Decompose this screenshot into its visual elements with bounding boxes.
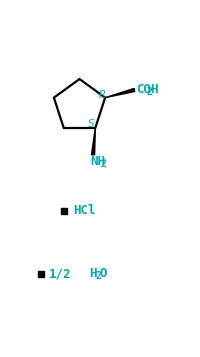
Text: S: S — [87, 119, 94, 129]
Text: O: O — [99, 267, 107, 280]
Text: H: H — [150, 84, 157, 96]
Polygon shape — [105, 89, 134, 98]
Text: NH: NH — [90, 155, 104, 168]
Text: CO: CO — [135, 84, 150, 96]
Text: R: R — [99, 90, 105, 100]
Polygon shape — [91, 128, 95, 155]
Text: 1/2: 1/2 — [48, 267, 71, 280]
Text: 2: 2 — [95, 271, 101, 281]
Text: 2: 2 — [100, 159, 106, 169]
Text: H: H — [88, 267, 96, 280]
Text: 2: 2 — [146, 87, 152, 97]
Text: HCl: HCl — [73, 204, 95, 217]
